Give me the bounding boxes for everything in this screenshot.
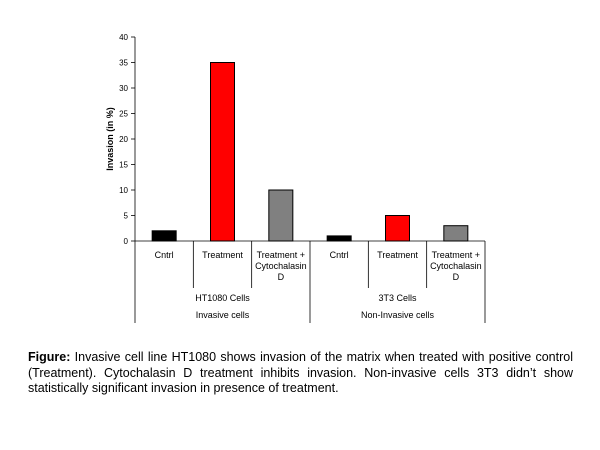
category-labels: Cntrl Treatment Treatment + Cytochalasin D Cn…	[155, 250, 482, 320]
bar	[326, 235, 352, 242]
y-tick-label: 25	[119, 110, 128, 119]
y-axis-label: Invasion (in %)	[105, 107, 115, 171]
y-tick-label: 15	[119, 161, 128, 170]
y-tick-label: 40	[119, 33, 128, 42]
supergroup-label: Non-Invasive cells	[361, 310, 435, 320]
caption-label: Figure:	[28, 350, 71, 364]
axes	[134, 37, 486, 323]
group-label: 3T3 Cells	[378, 293, 417, 303]
bar-chart: Invasion (in %) 0 5 10 15 20 25 30 35 40 Cntrl Tr…	[105, 33, 486, 323]
y-tick-label: 30	[119, 84, 128, 93]
category-label: Treatment + Cytochalasin D	[430, 250, 482, 282]
category-label: Treatment	[202, 250, 243, 260]
y-tick-label: 0	[124, 237, 129, 246]
bar	[268, 189, 294, 242]
y-axis-ticks: 0 5 10 15 20 25 30 35 40	[119, 33, 135, 246]
supergroup-label: Invasive cells	[196, 310, 250, 320]
figure-caption: Figure: Invasive cell line HT1080 shows …	[28, 350, 573, 397]
y-tick-label: 20	[119, 135, 128, 144]
category-label: Cntrl	[155, 250, 174, 260]
category-label: Treatment + Cytochalasin D	[255, 250, 307, 282]
bar	[443, 225, 469, 242]
bar	[210, 62, 235, 242]
group-label: HT1080 Cells	[195, 293, 250, 303]
bar	[151, 230, 177, 242]
y-tick-label: 35	[119, 59, 128, 68]
category-label: Cntrl	[330, 250, 349, 260]
category-label: Treatment	[377, 250, 418, 260]
y-tick-label: 10	[119, 186, 128, 195]
bars	[151, 62, 469, 242]
bar	[385, 215, 410, 242]
caption-text: Invasive cell line HT1080 shows invasion…	[28, 350, 573, 395]
y-tick-label: 5	[124, 212, 129, 221]
